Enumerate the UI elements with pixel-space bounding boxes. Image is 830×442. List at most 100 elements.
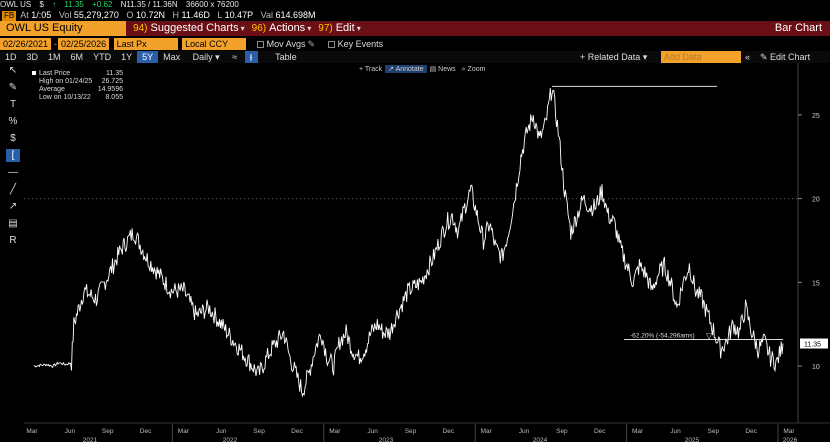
down-triangle-icon: ▽ xyxy=(706,332,713,341)
end-date-field[interactable]: 02/25/2026 xyxy=(58,38,110,50)
period-select[interactable]: Daily ▾ xyxy=(192,52,220,62)
title-bar: OWL US Equity 94) Suggested Charts ▾ 96) Ac… xyxy=(0,21,830,36)
x-month-label: Jun xyxy=(519,428,530,435)
x-month-label: Dec xyxy=(594,428,606,435)
quote-change: +0.62 xyxy=(92,0,113,9)
quote-ticker: OWL US xyxy=(0,0,32,9)
range-5y[interactable]: 5Y xyxy=(137,51,159,63)
text-icon[interactable]: T xyxy=(9,99,17,110)
pen-icon[interactable]: ✎ xyxy=(8,82,18,93)
tool-zoom[interactable]: ⌕ Zoom xyxy=(461,66,486,73)
horizontal-line-icon[interactable]: — xyxy=(8,167,18,178)
range-1d[interactable]: 1D xyxy=(5,52,17,62)
params-row: 02/26/2021-02/25/2026 Last Px Local CCY … xyxy=(0,38,830,50)
x-month-label: Sep xyxy=(102,428,114,435)
x-year-label: 2026 xyxy=(783,437,798,442)
series-swatch xyxy=(32,71,36,76)
val-value: 614.698M xyxy=(275,10,316,20)
vol-value: 55,279,270 xyxy=(73,10,119,20)
legend-label: High on 01/24/25 xyxy=(39,78,93,85)
collapse-icon[interactable]: « xyxy=(745,52,751,62)
x-year-label: 2022 xyxy=(223,437,238,442)
start-date-field[interactable]: 02/26/2021 xyxy=(0,38,52,50)
x-month-label: Dec xyxy=(140,428,152,435)
key-events-label: Key Events xyxy=(337,39,384,49)
range-1y[interactable]: 1Y xyxy=(121,52,133,62)
tool-track[interactable]: + Track xyxy=(359,66,383,73)
bar-style-icon[interactable]: ⫲ xyxy=(244,51,258,63)
related-data-button[interactable]: + Related Data ▾ xyxy=(580,52,648,62)
chart-area[interactable]: 10 15 20 25 Mar Jun Sep Dec Mar Jun Sep Dec Mar Jun Se… xyxy=(24,63,830,442)
related-data-label: + Related Data xyxy=(580,52,641,62)
exchange-badge: FB xyxy=(2,11,17,21)
t-dollar-icon[interactable]: $ xyxy=(10,133,16,144)
price-field-select[interactable]: Last Px xyxy=(113,38,178,50)
quote-last-price: 11.35 xyxy=(64,0,84,9)
range-3d[interactable]: 3D xyxy=(26,52,39,62)
x-year-label: 2021 xyxy=(83,437,98,442)
suggested-charts-num: 94) xyxy=(133,23,148,34)
actions-menu[interactable]: 96) Actions ▾ xyxy=(252,21,312,36)
annotation-text: -62.20% (-54.296ams) xyxy=(630,333,695,340)
legend-value: 26.725 xyxy=(101,78,123,85)
x-year-label: 2023 xyxy=(379,437,394,442)
low-value: 10.47P xyxy=(224,10,254,20)
range-1m[interactable]: 1M xyxy=(48,52,61,62)
caret-down-icon: ▾ xyxy=(307,24,312,33)
edit-num: 97) xyxy=(318,23,333,34)
drawing-toolbar: ↖ ✎ T % $ [ — ╱ ↗ ▤ R xyxy=(6,64,23,251)
legend-value: 11.35 xyxy=(106,70,123,77)
val-label: Val xyxy=(260,10,273,20)
range-ytd[interactable]: YTD xyxy=(93,52,112,62)
at-value: 1/:05 xyxy=(31,10,52,20)
x-month-label: Dec xyxy=(443,428,455,435)
currency-select[interactable]: Local CCY xyxy=(182,38,247,50)
y-tick-label: 20 xyxy=(812,197,820,204)
quote-size: 36600 x 76200 xyxy=(185,0,239,9)
legend-label: Low on 10/13/22 xyxy=(39,94,91,101)
legend-row: Last Price 11.35 xyxy=(32,70,123,78)
open-label: O xyxy=(126,10,134,20)
channel-icon[interactable]: ▤ xyxy=(8,218,18,229)
trend-line-icon[interactable]: ╱ xyxy=(9,184,17,195)
chart-legend: Last Price 11.35 High on 01/24/25 26.725 Ave… xyxy=(32,70,123,102)
x-month-label: Mar xyxy=(481,428,493,435)
bracket-icon[interactable]: [ xyxy=(6,149,20,162)
mov-avgs-checkbox[interactable] xyxy=(256,41,264,49)
r-icon[interactable]: R xyxy=(9,235,17,246)
suggested-charts-menu[interactable]: 94) Suggested Charts ▾ xyxy=(133,21,245,36)
add-data-input[interactable]: Add Data xyxy=(661,51,741,63)
percent-icon[interactable]: % xyxy=(8,116,18,127)
y-tick-label: 25 xyxy=(812,113,820,120)
tool-annotate[interactable]: ↗ Annotate xyxy=(385,65,427,73)
actions-label: Actions xyxy=(269,22,306,34)
y-tick-label: 15 xyxy=(812,280,820,287)
table-toggle[interactable]: Table xyxy=(275,52,297,62)
x-month-label: Sep xyxy=(556,428,568,435)
tool-news[interactable]: ▤ News xyxy=(429,66,456,73)
range-max[interactable]: Max xyxy=(163,52,181,62)
x-month-label: Dec xyxy=(291,428,303,435)
last-price-tag-bg xyxy=(800,338,828,349)
x-month-label: Jun xyxy=(670,428,681,435)
ray-icon[interactable]: ↗ xyxy=(8,201,18,212)
legend-row: Average 14.9596 xyxy=(32,86,123,94)
caret-down-icon: ▾ xyxy=(240,24,245,33)
x-month-label: Jun xyxy=(216,428,227,435)
range-6m[interactable]: 6M xyxy=(70,52,84,62)
line-style-icon[interactable]: ≈ xyxy=(232,52,238,62)
edit-chart-button[interactable]: ✎ Edit Chart xyxy=(760,52,811,62)
legend-label: Average xyxy=(39,86,65,93)
at-label: At xyxy=(20,10,29,20)
legend-value: 8.055 xyxy=(105,94,123,101)
cursor-icon[interactable]: ↖ xyxy=(8,65,18,76)
high-label: H xyxy=(172,10,180,20)
pencil-icon[interactable]: ✎ xyxy=(307,39,316,49)
actions-num: 96) xyxy=(251,23,267,34)
security-field[interactable]: OWL US Equity xyxy=(0,21,126,36)
key-events-checkbox[interactable] xyxy=(327,41,335,49)
mov-avgs-label: Mov Avgs xyxy=(266,39,306,49)
x-month-label: Jun xyxy=(65,428,76,435)
edit-menu[interactable]: 97) Edit ▾ xyxy=(318,21,360,36)
